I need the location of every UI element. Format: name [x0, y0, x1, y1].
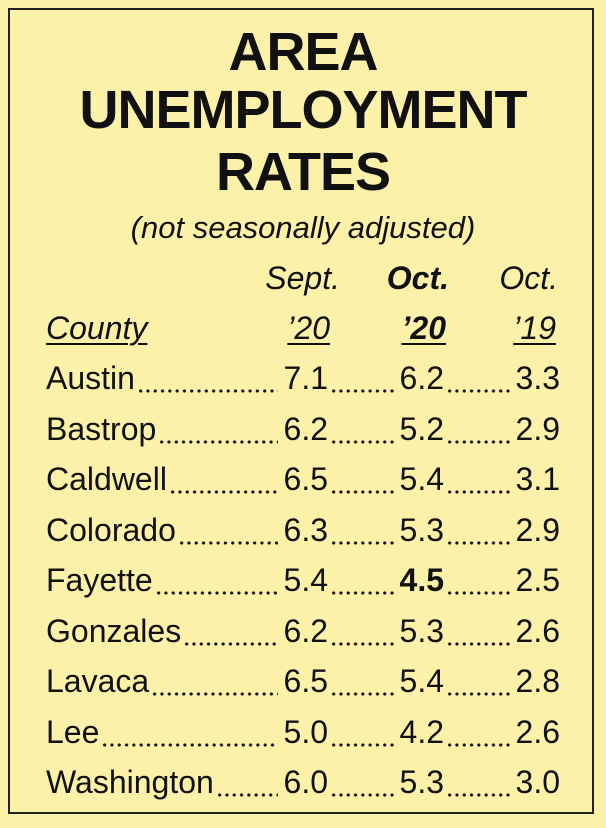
table-row: Bastrop 6.2 5.2 2.9: [46, 403, 560, 454]
county-name: Austin: [46, 360, 135, 396]
table-row: Colorado 6.3 5.3 2.9: [46, 504, 560, 555]
rate-value: 3.0: [515, 764, 560, 800]
column-header: Oct.: [386, 260, 449, 296]
title-line: UNEMPLOYMENT: [79, 80, 528, 140]
rate-value: 2.6: [515, 713, 560, 750]
table-row: Fayette 5.4 4.5 2.5: [46, 555, 560, 606]
dot-leader: [330, 403, 394, 454]
rate-value: 2.9: [515, 511, 560, 548]
rate-value: 4.5: [399, 562, 444, 598]
rate-value: 3.3: [515, 360, 560, 396]
dot-leader: [330, 504, 394, 555]
county-name: Lavaca: [46, 663, 150, 699]
dot-leader: [446, 504, 510, 555]
dot-leader: [168, 454, 278, 505]
column-header: Sept.: [265, 260, 340, 296]
dot-leader: [101, 706, 278, 757]
rate-value: 5.3: [399, 612, 444, 649]
table-row: Caldwell 6.5 5.4 3.1: [46, 454, 560, 505]
rate-value: 6.3: [283, 511, 328, 548]
rate-value: 5.4: [283, 562, 328, 598]
column-header: ’20: [287, 310, 330, 346]
rate-value: 5.3: [399, 511, 444, 548]
rate-value: 6.2: [283, 612, 328, 649]
dot-leader: [446, 656, 510, 707]
rate-value: 6.5: [283, 461, 328, 497]
rate-value: 5.3: [399, 764, 444, 800]
dot-leader: [446, 757, 510, 808]
table-row: Lee 5.0 4.2 2.6: [46, 706, 560, 757]
title-line: AREA: [228, 22, 378, 82]
dot-leader: [151, 656, 278, 707]
dot-leader: [215, 757, 278, 808]
subtitle: (not seasonally adjusted): [130, 210, 476, 245]
rate-value: 5.0: [283, 713, 328, 750]
rate-value: 5.2: [399, 410, 444, 447]
dot-leader: [158, 403, 278, 454]
column-header: Oct.: [499, 260, 558, 296]
county-name: Fayette: [46, 562, 153, 598]
dot-leader: [446, 706, 510, 757]
rate-value: 4.2: [399, 713, 444, 750]
dot-leader: [330, 656, 394, 707]
dot-leader: [330, 555, 394, 606]
table-row: Lavaca 6.5 5.4 2.8: [46, 656, 560, 707]
table-row: Washington 6.0 5.3 3.0: [46, 757, 560, 808]
county-name: Lee: [46, 713, 100, 750]
dot-leader: [330, 454, 394, 505]
county-name: Colorado: [46, 511, 176, 548]
dot-leader: [183, 605, 278, 656]
column-header: County: [46, 310, 148, 346]
county-name: Gonzales: [46, 612, 182, 649]
dot-leader: [154, 555, 278, 606]
dot-leader: [330, 605, 394, 656]
county-name: Washington: [46, 764, 214, 800]
rate-value: 6.5: [283, 663, 328, 699]
dot-leader: [446, 454, 510, 505]
rate-value: 2.5: [515, 562, 560, 598]
column-header: ’19: [513, 310, 556, 346]
table-row: Gonzales 6.2 5.3 2.6: [46, 605, 560, 656]
county-name: Bastrop: [46, 410, 157, 447]
dot-leader: [446, 353, 510, 404]
rate-value: 2.6: [515, 612, 560, 649]
rate-value: 2.9: [515, 410, 560, 447]
dot-leader: [136, 353, 278, 404]
dot-leader: [446, 605, 510, 656]
rate-value: 6.2: [399, 360, 444, 396]
dot-leader: [177, 504, 278, 555]
dot-leader: [330, 353, 394, 404]
rate-value: 5.4: [399, 461, 444, 497]
column-header: ’20: [401, 310, 446, 346]
table: Austin 7.1 6.2 3.3 Bastrop 6.2 5.2 2.9 Caldwell 6…: [46, 353, 560, 808]
rate-value: 6.0: [283, 764, 328, 800]
dot-leader: [446, 555, 510, 606]
rate-value: 2.8: [515, 663, 560, 699]
dot-leader: [446, 403, 510, 454]
title-line: RATES: [215, 142, 391, 202]
table-row: Austin 7.1 6.2 3.3: [46, 353, 560, 404]
dot-leader: [330, 757, 394, 808]
dot-leader: [330, 706, 394, 757]
rate-value: 6.2: [283, 410, 328, 447]
rate-value: 3.1: [515, 461, 560, 497]
county-name: Caldwell: [46, 461, 167, 497]
rate-value: 5.4: [399, 663, 444, 699]
rate-value: 7.1: [283, 360, 328, 396]
frame: [8, 8, 594, 814]
